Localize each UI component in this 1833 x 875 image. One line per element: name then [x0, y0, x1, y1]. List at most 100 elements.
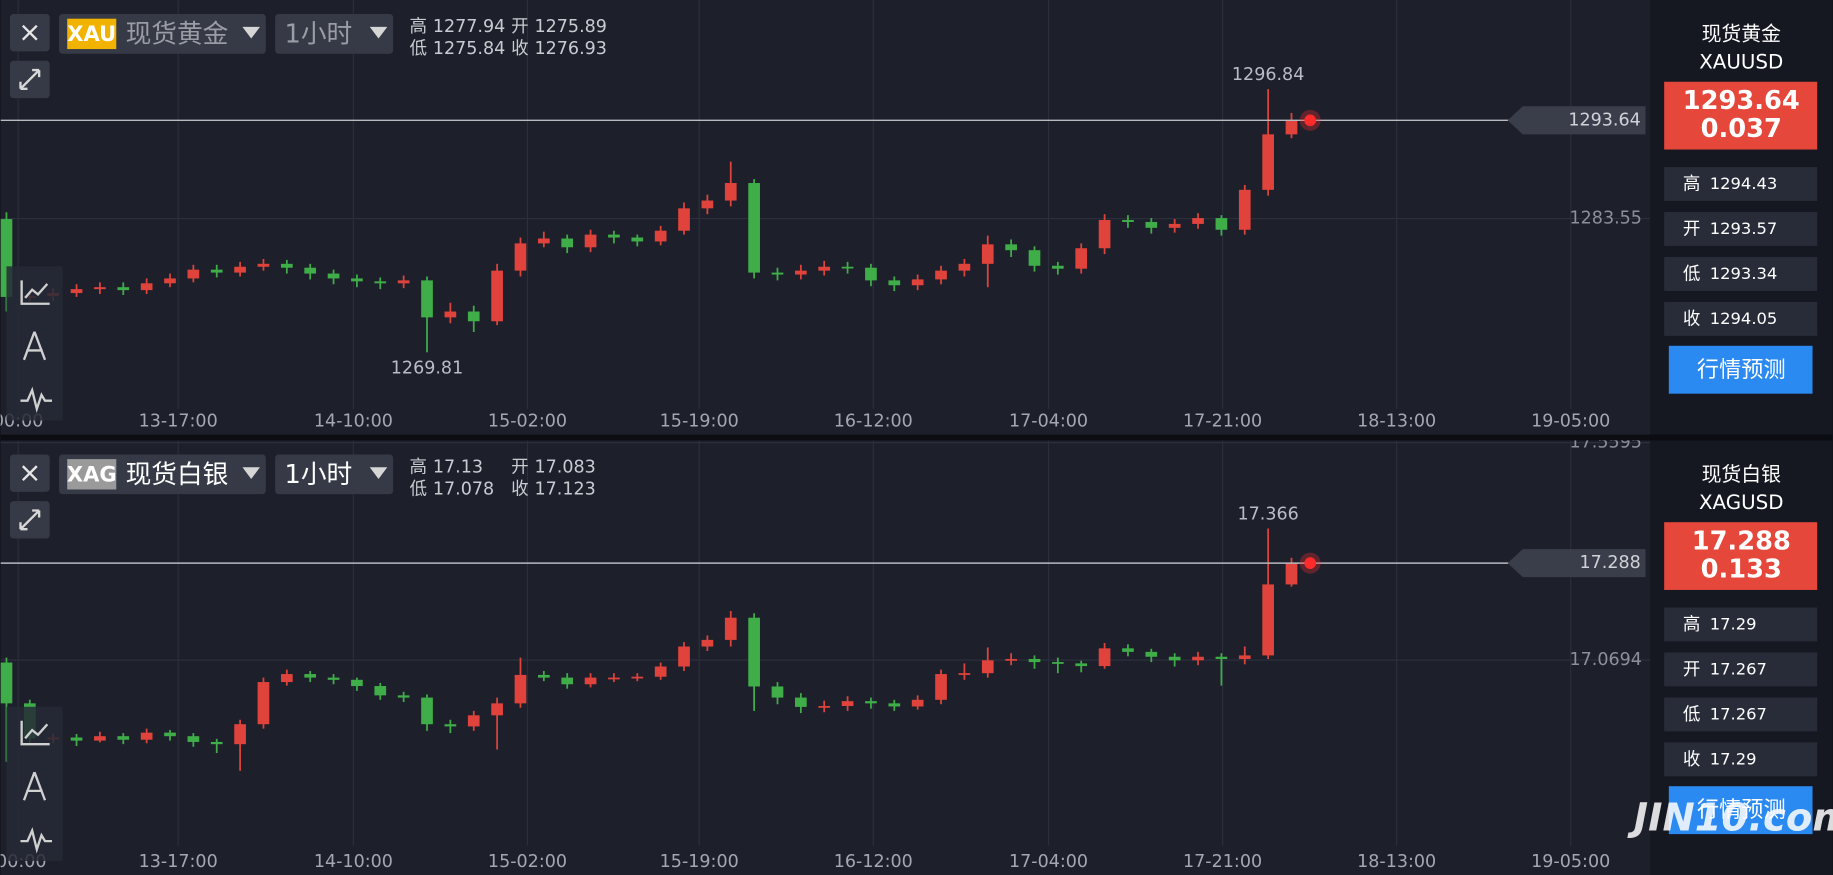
sidebar-change: 0.133 [1701, 555, 1782, 585]
candle-body [1098, 220, 1111, 249]
candle-body [0, 662, 13, 704]
candle-body [1192, 656, 1204, 661]
candle-body [1262, 134, 1274, 190]
chart-panel: -00:0013-17:0014-10:0015-02:0015-19:0016… [0, 440, 1833, 875]
symbol-badge [67, 459, 117, 490]
stat-label: 收 [1683, 750, 1701, 770]
ohlc-label: 收 [511, 479, 529, 499]
x-tick-label: 15-19:00 [660, 412, 739, 432]
x-tick-label: 13-17:00 [139, 852, 218, 872]
x-tick-label: 17-21:00 [1183, 412, 1262, 432]
candle-body [397, 695, 410, 698]
x-tick-label: 15-19:00 [660, 852, 739, 872]
candle-body [678, 208, 690, 231]
candle-body [911, 279, 924, 286]
symbol-name: 现货黄金 [126, 20, 229, 50]
timeframe-selector[interactable]: 1小时 [275, 454, 394, 495]
candle-body [70, 737, 83, 741]
symbol-selector[interactable]: XAU 现货黄金 [59, 14, 266, 54]
candle-body [608, 677, 620, 680]
candle-body [1262, 584, 1274, 656]
dropdown-arrow [242, 26, 260, 39]
candle-body [491, 703, 503, 716]
candle-body [1285, 120, 1298, 135]
candle-body [70, 289, 83, 294]
candle-body [257, 263, 270, 267]
expand-button[interactable] [9, 501, 50, 539]
x-tick-label: 17-21:00 [1183, 852, 1262, 872]
price-dot [1304, 557, 1317, 569]
x-tick-label: 16-12:00 [834, 852, 913, 872]
candle-body [234, 724, 246, 745]
candle-body [818, 706, 831, 708]
candle-body [467, 311, 480, 322]
expand-button[interactable] [9, 60, 50, 99]
candle-body [1075, 663, 1088, 667]
candle-body [561, 677, 574, 685]
candle-body [140, 283, 153, 291]
candle-body [1168, 223, 1181, 228]
candle-body [584, 677, 597, 685]
candle-body [654, 230, 667, 242]
chart-panel: 00:0013-17:0014-10:0015-02:0015-19:0016-… [0, 0, 1833, 435]
close-button[interactable] [9, 454, 50, 492]
x-tick-label: 16-12:00 [834, 412, 913, 432]
candle-body [678, 646, 690, 667]
x-tick-label: 19-05:00 [1531, 852, 1610, 872]
stat-box [1664, 742, 1818, 777]
expand-icon [19, 509, 41, 531]
sidebar-price: 1293.64 [1683, 86, 1800, 116]
candle-body [1145, 221, 1158, 228]
candle-body [1028, 250, 1041, 266]
price-tag-label: 1293.64 [1568, 110, 1640, 130]
symbol-badge [67, 18, 117, 50]
stat-value: 1294.43 [1710, 174, 1778, 193]
drawing-toolbar [6, 706, 63, 861]
ohlc-label: 开 [511, 17, 529, 37]
candle-body [210, 269, 223, 273]
stat-value: 1294.05 [1710, 309, 1778, 328]
forecast-label: 行情预测 [1697, 797, 1786, 823]
x-tick-label: 14-10:00 [314, 412, 393, 432]
candle-body [537, 674, 550, 678]
candle-body [444, 311, 457, 318]
candle-body [117, 736, 130, 740]
forecast-button[interactable]: 行情预测 [1668, 345, 1813, 394]
candle-body [795, 270, 807, 275]
candle-body [1052, 265, 1064, 269]
close-button[interactable] [9, 14, 50, 52]
ohlc-value: 17.083 [534, 457, 595, 477]
candle-body [304, 267, 317, 274]
timeframe-label: 1小时 [284, 20, 352, 50]
wave-icon [20, 827, 53, 854]
close-icon [21, 465, 38, 481]
candle-body [818, 266, 831, 271]
candle-body [1122, 648, 1134, 652]
x-tick-label: 18-13:00 [1357, 852, 1436, 872]
symbol-selector[interactable]: XAG 现货白银 [59, 454, 266, 495]
x-tick-label: 18-13:00 [1357, 412, 1436, 432]
symbol-code: XAU [67, 21, 116, 46]
ohlc-value: 1277.94 [433, 17, 505, 37]
ohlc-value: 17.13 [433, 457, 483, 477]
x-tick-label: 19-05:00 [1531, 412, 1610, 432]
candle-body [374, 281, 387, 284]
ohlc-value: 17.123 [534, 479, 595, 499]
stat-label: 低 [1683, 265, 1701, 285]
plot-area: -00:0013-17:0014-10:0015-02:0015-19:0016… [0, 440, 1651, 872]
ohlc-label: 高 [409, 457, 427, 477]
ohlc-label: 高 [409, 17, 427, 37]
candle-body [841, 701, 854, 707]
forecast-button[interactable]: 行情预测 [1668, 786, 1813, 835]
stat-value: 1293.57 [1710, 219, 1778, 238]
stat-value: 17.267 [1710, 704, 1767, 723]
sidebar-name: 现货黄金 [1702, 23, 1782, 46]
chart-background [0, 0, 1651, 435]
candle-body [421, 697, 433, 725]
candle-body [841, 266, 854, 269]
ohlc-value: 1275.89 [534, 17, 606, 37]
wave-icon [20, 386, 53, 414]
timeframe-selector[interactable]: 1小时 [275, 14, 394, 54]
stat-box [1664, 301, 1818, 336]
